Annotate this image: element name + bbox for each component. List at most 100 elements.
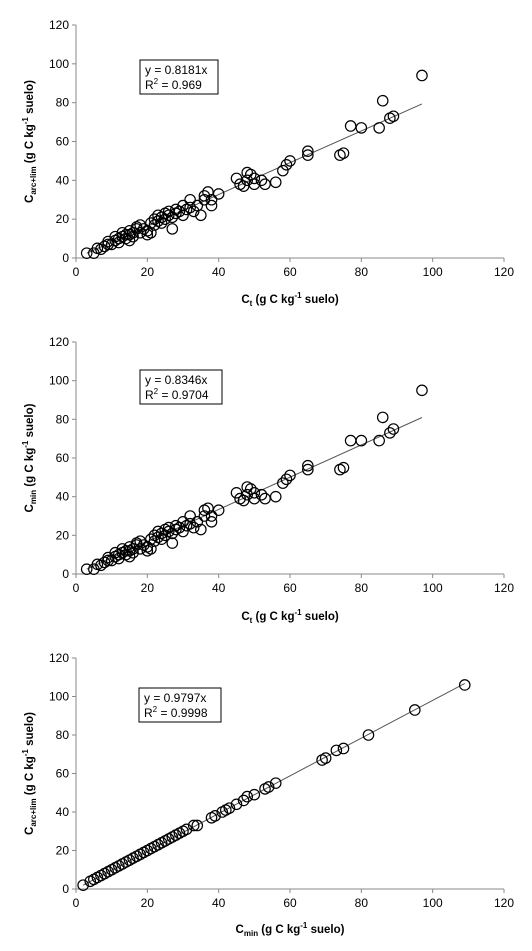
data-point	[319, 752, 332, 764]
x-tick-label: 0	[73, 581, 80, 595]
data-point	[145, 226, 157, 239]
y-axis-label: Carc+lim (g C kg-1 suelo)	[21, 80, 38, 203]
data-point	[191, 515, 204, 528]
data-point	[205, 199, 218, 212]
data-point	[277, 164, 289, 177]
data-point	[237, 794, 250, 807]
data-point	[120, 228, 132, 241]
data-point	[202, 502, 214, 515]
data-point	[198, 193, 211, 206]
data-point	[105, 238, 118, 251]
x-tick-label: 0	[73, 265, 80, 279]
data-point	[166, 527, 179, 540]
data-point	[248, 486, 261, 499]
y-tick-label: 60	[56, 767, 70, 781]
data-point	[302, 149, 314, 161]
data-point	[269, 176, 282, 189]
data-point	[248, 788, 261, 801]
y-tick-label: 120	[49, 18, 69, 32]
data-point	[80, 247, 93, 259]
data-point	[198, 190, 211, 202]
data-point	[337, 742, 350, 755]
x-tick-label: 80	[355, 896, 369, 910]
data-point	[102, 554, 114, 567]
data-point	[458, 679, 471, 691]
data-point	[205, 515, 218, 528]
x-tick-label: 80	[355, 581, 369, 595]
data-point	[269, 490, 282, 503]
x-axis-label: Ct (g C kg-1 suelo)	[241, 291, 339, 308]
data-point	[284, 469, 296, 482]
data-point	[212, 188, 225, 200]
y-tick-label: 40	[56, 490, 70, 504]
x-tick-label: 40	[212, 581, 226, 595]
y-tick-label: 100	[49, 374, 69, 388]
y-tick-label: 20	[56, 844, 70, 858]
y-tick-label: 120	[49, 651, 69, 665]
data-point	[123, 550, 136, 563]
data-point	[284, 155, 296, 167]
equation-box	[139, 59, 219, 95]
data-point	[187, 205, 200, 218]
data-point	[344, 434, 357, 447]
x-tick-label: 60	[283, 581, 297, 595]
data-point	[134, 219, 146, 231]
data-point	[302, 145, 314, 158]
data-point	[355, 122, 368, 134]
data-point	[302, 459, 314, 472]
data-point	[387, 423, 400, 435]
equation-box	[138, 687, 222, 723]
data-point	[255, 488, 268, 501]
r-squared-text: R2 = 0.9704	[145, 387, 209, 402]
x-tick-label: 40	[212, 265, 226, 279]
data-point	[237, 180, 250, 192]
data-point	[77, 879, 89, 891]
equation-text: y = 0.8346x	[145, 373, 207, 387]
data-point	[223, 802, 236, 814]
data-point	[230, 486, 243, 499]
data-point	[195, 523, 207, 536]
data-point	[123, 234, 136, 247]
data-point	[416, 69, 428, 82]
y-tick-label: 0	[62, 567, 69, 581]
x-tick-label: 100	[423, 265, 443, 279]
data-point	[248, 172, 261, 185]
data-point	[202, 186, 214, 198]
y-tick-label: 0	[62, 882, 69, 896]
data-point	[259, 178, 271, 191]
x-tick-label: 0	[73, 896, 80, 910]
data-point	[198, 510, 211, 522]
data-point	[416, 384, 428, 397]
x-axis-label: Ct (g C kg-1 suelo)	[241, 608, 339, 625]
y-tick-label: 100	[49, 690, 69, 704]
x-tick-label: 20	[141, 896, 155, 910]
data-point	[387, 110, 400, 123]
data-point	[241, 174, 253, 187]
x-tick-label: 40	[212, 896, 226, 910]
data-point	[166, 223, 179, 235]
y-tick-label: 40	[56, 805, 70, 819]
y-tick-label: 80	[56, 728, 70, 742]
y-tick-label: 20	[56, 212, 70, 226]
data-point	[373, 122, 385, 134]
equation-text: y = 0.8181x	[145, 63, 207, 77]
data-point	[262, 781, 275, 793]
chart-panel-1: 0 20 40 60 80 100 120 0 20 40 60 80 100 120 y = 0.8181…	[21, 18, 514, 308]
data-point	[237, 494, 250, 507]
r-squared-text: R2 = 0.969	[145, 77, 202, 92]
data-point	[373, 434, 385, 447]
data-point	[195, 209, 207, 222]
data-point	[173, 205, 186, 218]
y-axis-label: Carc+lim (g C kg-1 suelo)	[21, 712, 38, 835]
data-point	[362, 729, 375, 741]
y-tick-label: 60	[56, 135, 70, 149]
x-tick-label: 120	[494, 581, 514, 595]
x-tick-label: 60	[283, 265, 297, 279]
data-point	[180, 823, 193, 836]
data-point	[205, 510, 218, 522]
data-point	[409, 704, 421, 716]
data-point	[166, 537, 179, 549]
chart-panel-2: 0 20 40 60 80 100 120 0 20 40 60 80 100 120 y = 0.8346…	[21, 335, 514, 625]
data-point	[177, 209, 189, 222]
x-tick-label: 80	[355, 265, 369, 279]
